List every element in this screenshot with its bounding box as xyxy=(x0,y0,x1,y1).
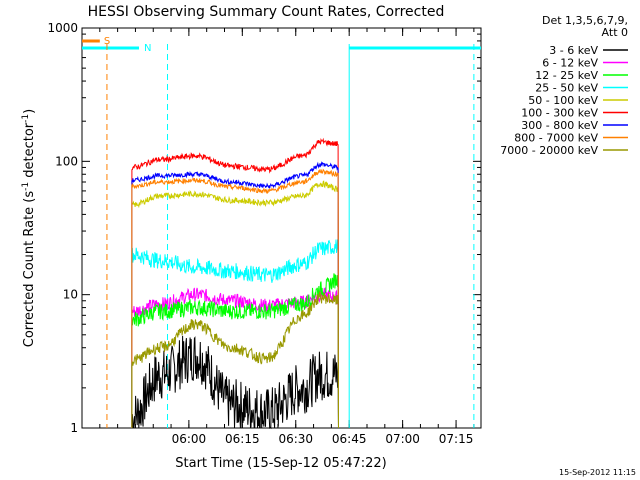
y-axis-label-sup1: -1 xyxy=(21,182,31,191)
orbit-annotations: SN xyxy=(82,36,481,428)
y-tick-label: 1 xyxy=(70,421,78,435)
plot-frame xyxy=(81,27,482,429)
y-tick-labels: 1 10 100 1000 xyxy=(47,21,78,435)
series-line-25to50keV xyxy=(131,239,339,429)
x-tick-label: 06:30 xyxy=(278,432,313,446)
tick-marks xyxy=(82,27,481,429)
series-line-7000to20000keV xyxy=(131,291,339,429)
legend-header: Det 1,3,5,6,7,9, xyxy=(542,14,628,27)
legend-entry-label: 3 - 6 keV xyxy=(549,44,598,57)
y-tick-label: 10 xyxy=(63,288,78,302)
legend-entry-label: 50 - 100 keV xyxy=(528,94,598,107)
x-tick-label: 06:45 xyxy=(332,432,367,446)
legend-entry-label: 100 - 300 keV xyxy=(521,107,598,120)
y-tick-label: 1000 xyxy=(47,21,78,35)
y-axis-label-main: Corrected Count Rate (s xyxy=(22,191,37,348)
night-label: N xyxy=(144,43,151,54)
legend-entry-label: 6 - 12 keV xyxy=(542,57,598,70)
series-lines xyxy=(131,137,339,430)
saa-label: S xyxy=(104,36,110,47)
legend-header: Att 0 xyxy=(602,26,628,39)
series-line-50to100keV xyxy=(131,180,339,429)
legend-entry-label: 25 - 50 keV xyxy=(535,82,598,95)
y-axis-label-mid: detector xyxy=(22,122,37,182)
legend-entry-label: 12 - 25 keV xyxy=(535,69,598,82)
series-line-800to7000keV xyxy=(131,168,339,429)
y-axis-label-sup2: -1 xyxy=(21,114,31,123)
series-line-300to800keV xyxy=(131,160,339,429)
legend-entry-label: 7000 - 20000 keV xyxy=(500,144,598,157)
legend-entry-label: 300 - 800 keV xyxy=(521,119,598,132)
series-line-12to25keV xyxy=(131,273,339,429)
timestamp: 15-Sep-2012 11:15 xyxy=(559,468,636,477)
x-tick-labels: 06:00 06:15 06:30 06:45 07:00 07:15 xyxy=(172,432,474,446)
series-line-100to300keV xyxy=(131,137,339,429)
chart-title: HESSI Observing Summary Count Rates, Cor… xyxy=(88,4,445,20)
y-axis-label-end: ) xyxy=(22,109,37,114)
legend-entry-label: 800 - 7000 keV xyxy=(514,132,598,145)
x-tick-label: 07:15 xyxy=(439,432,474,446)
x-tick-label: 07:00 xyxy=(385,432,420,446)
y-axis-label: Corrected Count Rate (s-1 detector-1) xyxy=(21,109,37,347)
x-tick-label: 06:15 xyxy=(225,432,260,446)
x-tick-label: 06:00 xyxy=(172,432,207,446)
x-axis-label: Start Time (15-Sep-12 05:47:22) xyxy=(175,456,386,471)
y-tick-label: 100 xyxy=(55,154,78,168)
series-line-3to6keV xyxy=(131,335,339,430)
